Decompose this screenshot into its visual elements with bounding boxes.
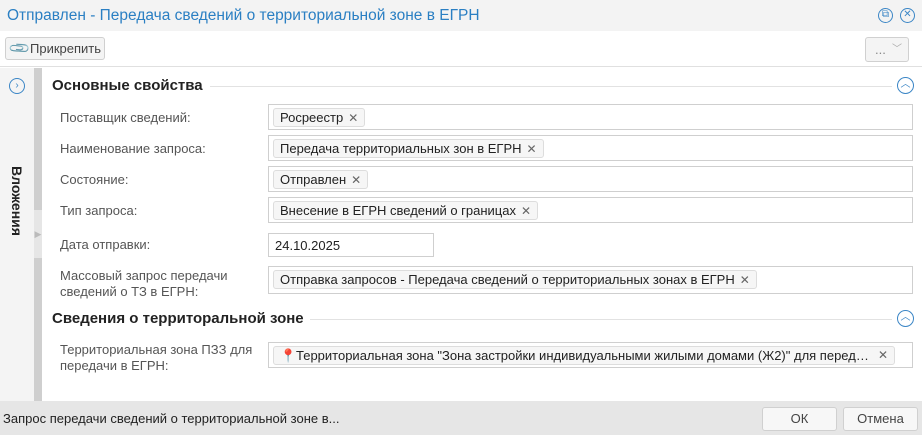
remove-icon[interactable]: ✕ — [526, 142, 537, 156]
attachments-sidebar: › Вложения — [0, 68, 34, 401]
request-name-label: Наименование запроса: — [60, 141, 206, 156]
more-dropdown[interactable]: ... ﹀ — [865, 37, 909, 62]
divider — [310, 319, 892, 320]
chevron-down-icon: ﹀ — [892, 44, 902, 55]
tag-text: Территориальная зона "Зона застройки инд… — [296, 348, 869, 363]
request-type-field[interactable]: Внесение в ЕГРН сведений о границах ✕ — [268, 197, 913, 223]
provider-tag: Росреестр ✕ — [273, 108, 366, 127]
request-name-tag: Передача территориальных зон в ЕГРН ✕ — [273, 139, 544, 158]
remove-icon[interactable]: ✕ — [877, 348, 888, 362]
label-line: Массовый запрос передачи — [60, 268, 228, 283]
close-icon[interactable]: ✕ — [900, 8, 915, 23]
mass-request-tag: Отправка запросов - Передача сведений о … — [273, 270, 757, 289]
label-line: сведений о ТЗ в ЕГРН: — [60, 284, 199, 299]
tag-text: Внесение в ЕГРН сведений о границах — [280, 203, 516, 218]
zone-field[interactable]: 📍 Территориальная зона "Зона застройки и… — [268, 342, 913, 368]
request-type-label: Тип запроса: — [60, 203, 138, 218]
tag-text: Передача территориальных зон в ЕГРН — [280, 141, 522, 156]
title-bar: Отправлен - Передача сведений о территор… — [0, 0, 922, 31]
request-type-tag: Внесение в ЕГРН сведений о границах ✕ — [273, 201, 539, 220]
label-line: передачи в ЕГРН: — [60, 358, 169, 373]
divider — [210, 86, 892, 87]
toolbar: 📎 Прикрепить ... ﹀ — [0, 31, 922, 67]
ok-button[interactable]: ОК — [762, 407, 837, 431]
restore-icon[interactable]: ⧉ — [878, 8, 893, 23]
remove-icon[interactable]: ✕ — [739, 273, 750, 287]
section-zone-info: Сведения о территоральной зоне — [52, 310, 304, 327]
mass-request-field[interactable]: Отправка запросов - Передача сведений о … — [268, 266, 913, 294]
zone-label: Территориальная зона ПЗЗ для передачи в Е… — [60, 342, 252, 374]
label-line: Территориальная зона ПЗЗ для — [60, 342, 253, 357]
mass-request-label: Массовый запрос передачи сведений о ТЗ в … — [60, 268, 228, 300]
send-date-label: Дата отправки: — [60, 237, 151, 252]
collapse-icon[interactable]: ︿ — [897, 310, 914, 327]
state-label: Состояние: — [60, 172, 129, 187]
splitter-handle[interactable]: ▶ — [34, 210, 42, 258]
map-pin-icon: 📍 — [280, 348, 297, 363]
remove-icon[interactable]: ✕ — [351, 173, 362, 187]
send-date-input[interactable]: 24.10.2025 — [268, 233, 434, 257]
tag-text: Росреестр — [280, 110, 344, 125]
remove-icon[interactable]: ✕ — [521, 204, 532, 218]
remove-icon[interactable]: ✕ — [348, 111, 359, 125]
tag-text: Отправка запросов - Передача сведений о … — [280, 272, 735, 287]
expand-sidebar-icon[interactable]: › — [9, 78, 25, 94]
state-tag: Отправлен ✕ — [273, 170, 369, 189]
provider-label: Поставщик сведений: — [60, 110, 191, 125]
attach-label: Прикрепить — [30, 41, 102, 56]
state-field[interactable]: Отправлен ✕ — [268, 166, 913, 192]
collapse-icon[interactable]: ︿ — [897, 77, 914, 94]
footer: Запрос передачи сведений о территориальн… — [0, 401, 922, 435]
zone-tag: 📍 Территориальная зона "Зона застройки и… — [273, 346, 895, 365]
request-name-field[interactable]: Передача территориальных зон в ЕГРН ✕ — [268, 135, 913, 161]
paperclip-icon: 📎 — [7, 36, 32, 60]
window-title: Отправлен - Передача сведений о территор… — [7, 7, 480, 24]
cancel-button[interactable]: Отмена — [843, 407, 918, 431]
attach-button[interactable]: 📎 Прикрепить — [5, 36, 105, 60]
provider-field[interactable]: Росреестр ✕ — [268, 104, 913, 130]
attachments-tab[interactable]: Вложения — [9, 166, 25, 236]
more-label: ... — [875, 42, 886, 57]
section-main-properties: Основные свойства — [52, 77, 203, 94]
tag-text: Отправлен — [280, 172, 347, 187]
status-text: Запрос передачи сведений о территориальн… — [3, 411, 340, 426]
